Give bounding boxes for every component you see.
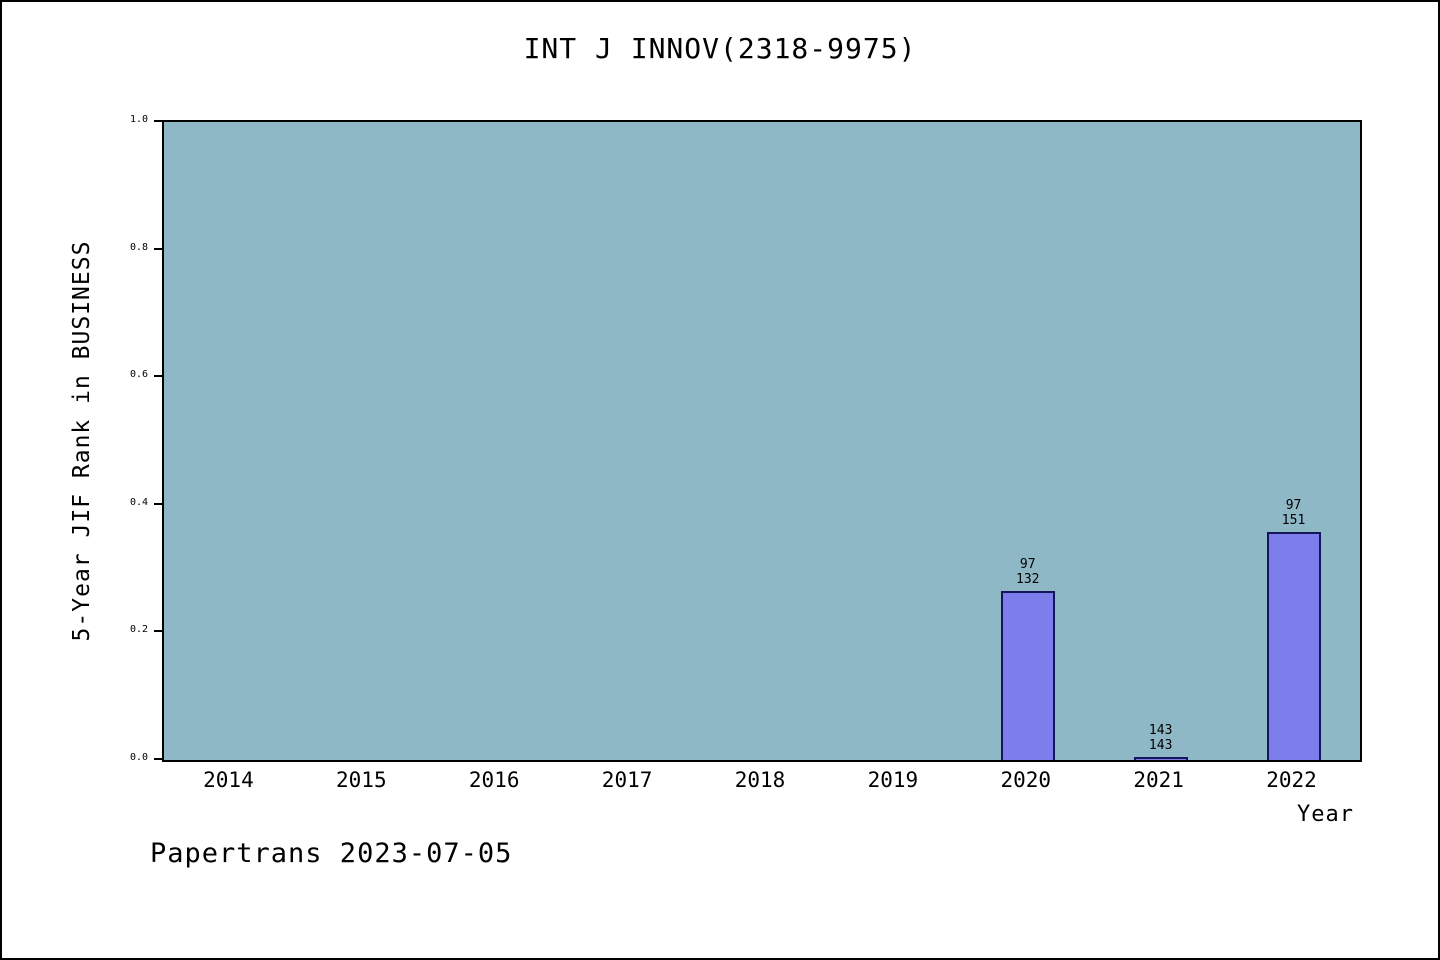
y-axis-label: 5-Year JIF Rank in BUSINESS — [69, 240, 95, 642]
y-tick-mark — [154, 758, 162, 760]
footer-text: Papertrans 2023-07-05 — [150, 838, 513, 869]
x-tick-label: 2015 — [336, 768, 387, 792]
x-tick-label: 2018 — [734, 768, 786, 792]
bar-2022 — [1266, 532, 1321, 760]
y-tick-label: 0.0 — [129, 752, 148, 763]
x-tick-label: 2020 — [1000, 768, 1052, 792]
y-tick-label: 0.6 — [129, 369, 148, 381]
y-tick-mark — [154, 247, 162, 250]
y-axis-ticks: 0.0 0.2 0.4 0.6 0.8 1.0 — [112, 114, 162, 763]
y-tick-label: 0.2 — [129, 624, 148, 636]
bar-2020 — [1000, 591, 1055, 760]
x-axis-ticks: 2014 2015 2016 2017 2018 2019 2020 2021 2022 — [162, 768, 1362, 800]
y-tick-mark — [154, 375, 162, 378]
bar-label-2022: 97 151 — [1281, 498, 1306, 529]
x-axis-label: Year — [1297, 802, 1354, 827]
y-tick-label: 0.8 — [129, 241, 148, 253]
x-tick-label: 2017 — [601, 768, 653, 792]
x-tick-label: 2021 — [1133, 768, 1184, 792]
chart-title: INT J INNOV(2318-9975) — [523, 32, 917, 65]
y-tick-mark — [154, 120, 162, 122]
x-tick-label: 2022 — [1266, 768, 1317, 792]
bar-label-2021: 143 143 — [1148, 723, 1173, 754]
y-tick-mark — [154, 502, 162, 505]
y-tick-mark — [154, 630, 162, 633]
y-tick-label: 0.4 — [129, 496, 148, 508]
bar-2021 — [1133, 757, 1188, 760]
bar-label-2020: 97 132 — [1016, 557, 1040, 588]
x-tick-label: 2019 — [867, 768, 919, 792]
x-tick-label: 2014 — [203, 768, 254, 792]
y-tick-label: 1.0 — [129, 114, 148, 125]
plot-area: 97 132 143 143 97 151 — [162, 120, 1362, 762]
x-tick-label: 2016 — [468, 768, 520, 792]
